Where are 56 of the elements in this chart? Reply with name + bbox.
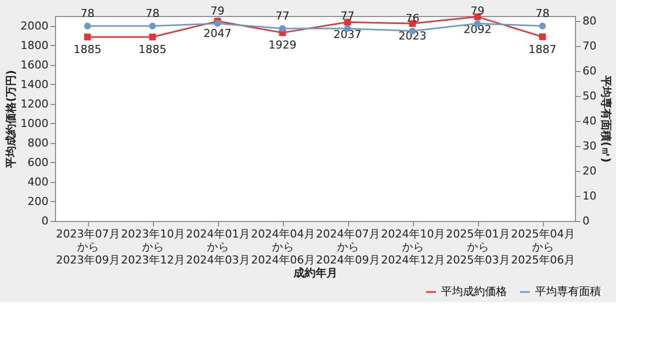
y-tick-label: 1800 [20,38,48,52]
point [279,25,286,32]
y2-tick-label: 0 [582,214,590,228]
point [149,22,156,30]
x-tick-label: 2025年01月から2025年03月 [446,228,510,266]
x-tick-label: 2024年07月から2024年09月 [316,228,380,266]
y2-tick-label: 30 [582,140,596,152]
data-label: 78 [80,7,94,20]
x-axis-title: 成約年月 [292,266,338,280]
data-label: 79 [470,4,484,18]
y2-tick-label: 70 [582,40,596,52]
data-label: 77 [340,10,354,22]
y2-tick-label: 10 [582,190,596,202]
y2-tick-label: 20 [582,164,596,178]
y-tick-label: 400 [28,175,48,188]
y-tick-label: 1000 [20,116,48,130]
data-label: 2047 [204,27,232,40]
y2-tick-label: 50 [582,90,596,102]
y-tick-label: 1600 [20,58,48,72]
x-tick-label: 2024年04月から2024年06月 [251,228,315,266]
y-axis-title: 平均成約価格(万円) [4,70,18,170]
y2-tick-label: 40 [582,114,596,128]
y-tick-label: 600 [28,156,48,169]
data-label: 1929 [268,38,296,52]
y-tick-label: 0 [42,214,48,228]
x-tick-label: 2023年10月から2023年12月 [121,228,185,266]
y2-tick-label: 80 [582,14,596,28]
y-tick-label: 2000 [20,19,48,32]
data-label: 2037 [334,28,362,42]
y2-tick-label: 60 [582,64,596,78]
data-label: 76 [406,12,420,25]
legend-label: 平均専有面積 [535,285,601,298]
point [84,22,91,30]
data-label: 77 [276,10,290,22]
data-label: 1885 [74,42,102,56]
point [214,20,221,27]
x-tick-label: 2025年04月から2025年06月 [511,228,575,266]
data-label: 78 [146,7,160,20]
legend-label: 平均成約価格 [441,285,507,298]
y-tick-label: 200 [28,194,48,208]
data-label: 1885 [138,42,166,56]
y-tick-label: 1400 [20,78,48,91]
point [84,34,91,40]
data-label: 1887 [528,42,556,56]
y2-axis-title: 平均専有面積(㎡) [599,74,612,163]
data-label: 78 [536,7,550,20]
point [149,34,156,40]
point [539,33,546,40]
x-tick-label: 2024年01月から2024年03月 [186,228,250,266]
x-tick-label: 2023年07月から2023年09月 [56,228,120,266]
x-tick-label: 2024年10月から2024年12月 [381,228,445,266]
y-tick-label: 800 [28,136,48,150]
y-tick-label: 1200 [20,97,48,110]
data-label: 79 [210,4,224,18]
data-label: 2092 [464,22,492,36]
point [539,22,546,30]
